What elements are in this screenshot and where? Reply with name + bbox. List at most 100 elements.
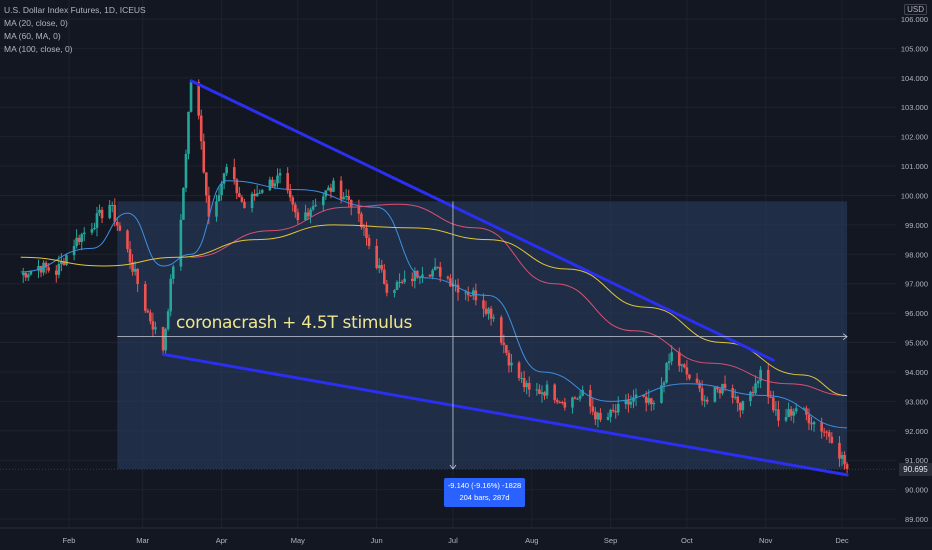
ma100-line: [20, 224, 848, 396]
currency-label[interactable]: USD: [904, 4, 927, 15]
legend: U.S. Dollar Index Futures, 1D, ICEUS MA …: [4, 4, 146, 56]
candle-body: [563, 402, 567, 408]
price-tick-label: 98.000: [905, 250, 928, 259]
price-tick-label: 89.000: [905, 515, 928, 524]
candle-body: [93, 227, 96, 230]
ma60-line: [191, 203, 848, 396]
candle-body: [126, 230, 129, 250]
candle-body: [469, 295, 473, 297]
candle-body: [527, 383, 531, 390]
candle-body: [482, 300, 485, 309]
candle-body: [436, 266, 440, 268]
candle-body: [540, 392, 544, 394]
candle-body: [802, 408, 806, 410]
candle-body: [718, 389, 722, 394]
time-tick-label: Feb: [63, 536, 76, 545]
candle-body: [133, 268, 137, 272]
price-tick-label: 104.000: [901, 74, 928, 83]
candle-body: [225, 167, 228, 174]
candle-body: [24, 272, 28, 278]
candle-body: [385, 283, 389, 293]
candle-body: [342, 196, 345, 200]
candle-body: [545, 384, 549, 396]
candle-body: [232, 167, 236, 180]
candle-body: [182, 188, 185, 220]
candle-body: [787, 409, 790, 418]
time-tick-label: May: [291, 536, 305, 545]
candle-body: [118, 225, 122, 231]
candle-body: [428, 274, 432, 277]
candle-body: [507, 352, 511, 366]
candle-body: [199, 115, 203, 142]
candle-body: [47, 267, 50, 271]
legend-title[interactable]: U.S. Dollar Index Futures, 1D, ICEUS: [4, 5, 146, 15]
candle-body: [741, 401, 745, 411]
candle-body: [754, 383, 757, 394]
candle-body: [522, 378, 526, 388]
candle-body: [400, 281, 404, 283]
candle-body: [807, 414, 811, 424]
candle-body: [644, 396, 648, 403]
annotation-text[interactable]: coronacrash + 4.5T stimulus: [176, 313, 413, 333]
candle-body: [380, 265, 384, 270]
price-tick-label: 105.000: [901, 44, 928, 53]
candle-body: [772, 397, 775, 411]
candle-body: [202, 141, 206, 173]
candle-body: [438, 266, 442, 277]
candle-body: [29, 270, 33, 275]
price-tick-label: 99.000: [905, 221, 928, 230]
candle-body: [446, 276, 450, 279]
candle-body: [339, 180, 343, 200]
candle-body: [456, 284, 460, 293]
legend-ma100[interactable]: MA (100, close, 0): [4, 44, 73, 54]
candle-body: [596, 412, 600, 420]
candle-body: [843, 455, 846, 465]
candle-body: [95, 213, 99, 228]
candle-body: [187, 111, 190, 154]
candle-body: [716, 387, 719, 390]
candle-body: [466, 292, 470, 296]
candle-body: [830, 436, 834, 443]
candle-body: [464, 292, 467, 294]
candle-body: [286, 173, 289, 191]
candle-body: [360, 213, 363, 228]
candle-body: [77, 237, 81, 243]
legend-ma20[interactable]: MA (20, close, 0): [4, 18, 68, 28]
candle-body: [662, 382, 666, 386]
candle-body: [288, 190, 292, 198]
time-axis[interactable]: Feb Mar Apr May Jun Jul Aug Sep Oct Nov Dec: [0, 527, 932, 545]
price-tick-label: 102.000: [901, 133, 928, 142]
candle-body: [677, 352, 681, 366]
candle-body: [471, 290, 475, 296]
candle-body: [273, 183, 277, 187]
candle-body: [784, 417, 788, 421]
candle-body: [377, 265, 381, 269]
candle-body: [838, 442, 841, 459]
candle-body: [794, 408, 798, 412]
candle-body: [840, 455, 844, 459]
last-price-tag: 90.695: [899, 463, 932, 476]
candle-body: [736, 396, 740, 403]
candle-body: [616, 403, 620, 413]
price-axis-bg: [896, 0, 932, 550]
candle-body: [21, 272, 25, 276]
candle-body: [110, 204, 114, 206]
candle-body: [731, 388, 734, 398]
candle-body: [222, 173, 226, 184]
candle-body: [113, 204, 117, 222]
price-tick-label: 92.000: [905, 427, 928, 436]
candle-body: [421, 274, 424, 278]
candle-body: [311, 206, 315, 210]
candle-body: [827, 432, 831, 437]
candle-body: [82, 232, 86, 235]
candle-body: [723, 383, 727, 389]
candle-body: [652, 402, 656, 405]
price-axis[interactable]: 106.000 105.000 104.000 103.000 102.000 101.0…: [896, 0, 932, 550]
candle-body: [37, 265, 40, 271]
candle-body: [258, 192, 262, 194]
legend-ma60[interactable]: MA (60, MA, 0): [4, 31, 61, 41]
time-tick-label: Nov: [759, 536, 773, 545]
measure-vertical-arrow: [449, 464, 457, 470]
candle-body: [418, 277, 422, 279]
